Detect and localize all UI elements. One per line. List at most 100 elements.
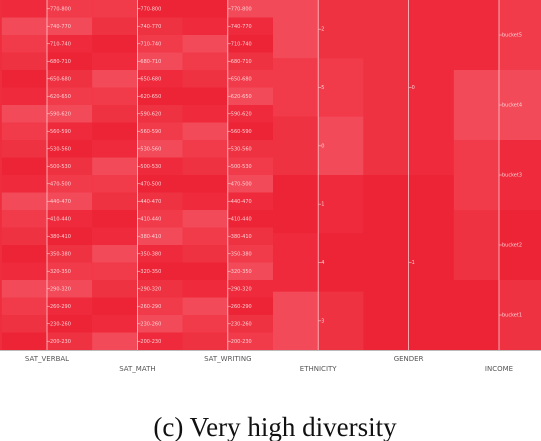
cell [227,210,273,228]
tick-label: 470-500 [231,181,252,187]
tick-label: 440-470 [50,199,71,205]
tick-label: 560-590 [231,129,252,135]
tick-label: 560-590 [50,129,71,135]
cell [273,58,319,117]
tick-label: 200-230 [231,339,252,345]
cell [318,58,364,117]
cell [47,0,93,18]
tick-label: 770-800 [231,6,252,12]
cell [137,52,183,70]
cell [92,192,138,210]
tick-label: 650-680 [50,76,71,82]
tick-label: 260-290 [231,304,252,310]
cell [47,280,93,298]
cell [182,297,228,315]
tick-label: 5 [321,85,324,91]
cell [92,70,138,88]
cell [47,227,93,245]
cell [137,210,183,228]
cell [137,262,183,280]
tick-label: 380-410 [231,234,252,240]
tick-label: 710-740 [140,41,161,47]
cell [92,140,138,158]
tick-label: bucket5 [502,33,522,39]
tick-label: 410-440 [50,216,71,222]
cell [182,280,228,298]
cell [137,227,183,245]
tick-label: bucket2 [502,243,522,249]
tick-label: 2 [321,27,324,33]
cell [92,175,138,193]
cell [227,17,273,35]
cell [453,280,499,350]
cell [92,157,138,175]
tick-label: 590-620 [50,111,71,117]
tick-label: 380-410 [50,234,71,240]
tick-label: 620-650 [231,94,252,100]
tick-label: 500-530 [231,164,252,170]
cell [1,157,48,175]
cell [1,17,48,35]
cell [137,315,183,333]
cell [92,105,138,123]
tick-label: 260-290 [140,304,161,310]
cell [1,332,48,350]
cell [47,35,93,53]
cell [227,70,273,88]
cell [499,70,541,140]
cell [227,245,273,263]
cell [47,192,93,210]
cell [1,192,48,210]
tick-label: 320-350 [50,269,71,275]
cell [182,105,228,123]
cell [182,17,228,35]
cell [499,0,541,70]
cell [47,175,93,193]
cell [182,315,228,333]
cell [92,52,138,70]
tick-label: 650-680 [140,76,161,82]
cell [227,157,273,175]
cell [137,0,183,18]
cell [227,227,273,245]
tick-label: 620-650 [50,94,71,100]
cell [1,0,48,18]
cell [227,140,273,158]
cell [137,122,183,140]
cell [47,70,93,88]
axis-name: SAT_VERBAL [25,355,69,363]
cell [137,70,183,88]
tick-label: 0 [321,143,324,149]
cell [227,0,273,18]
cell [318,233,364,292]
tick-label: 380-410 [140,234,161,240]
cell [1,87,48,105]
tick-label: 680-710 [140,59,161,65]
tick-label: 590-620 [140,111,161,117]
cell [227,192,273,210]
tick-label: 500-530 [50,164,71,170]
cell [227,35,273,53]
cell [47,17,93,35]
tick-label: bucket1 [502,313,522,319]
cell [273,175,319,234]
cell [182,0,228,18]
cell [227,122,273,140]
cell [137,105,183,123]
cell [47,297,93,315]
cell [1,175,48,193]
cell [182,262,228,280]
tick-label: 650-680 [231,76,252,82]
cell [453,210,499,280]
cell [92,210,138,228]
cell [1,210,48,228]
cell [273,116,319,175]
cell [137,280,183,298]
cell [227,105,273,123]
tick-label: 0 [412,85,415,91]
cell [499,210,541,280]
cell [1,280,48,298]
cell [92,262,138,280]
tick-label: 320-350 [140,269,161,275]
